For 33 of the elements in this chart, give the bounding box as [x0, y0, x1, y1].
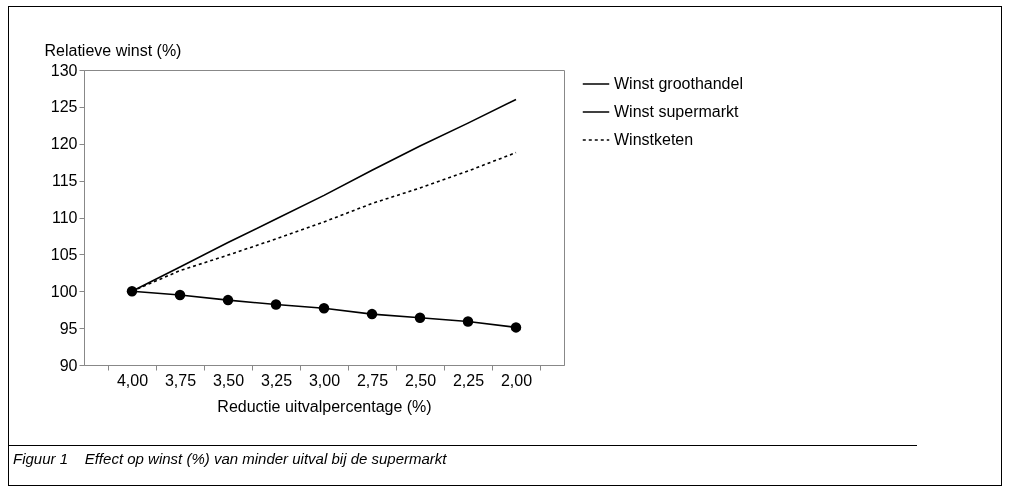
y-tick-label: 125	[50, 98, 78, 116]
y-tick-label: 120	[50, 135, 78, 153]
y-axis-title: Relatieve winst (%)	[44, 41, 182, 59]
y-tick-label: 100	[50, 282, 78, 300]
x-tick-label: 2,25	[452, 371, 485, 389]
point	[174, 289, 186, 301]
point	[318, 302, 330, 314]
y-tick-label: 110	[51, 209, 78, 226]
y-tick-label: 95	[59, 319, 78, 337]
legend-label: Winst supermarkt	[614, 103, 740, 120]
legend-label: Winst groothandel	[614, 75, 743, 92]
x-axis-title: Reductie uitvalpercentage (%)	[217, 397, 432, 415]
point	[222, 294, 234, 306]
text: Figuur 1 Effect op winst (%) van minder uitval bij de supermarkt	[9, 445, 917, 471]
x-tick-label: 3,50	[212, 371, 245, 389]
point	[126, 286, 138, 297]
x-tick-label: 3,25	[260, 371, 293, 389]
legend-label: Winstketen	[614, 131, 694, 148]
point	[510, 322, 522, 333]
y-tick-label: 90	[59, 356, 78, 374]
point	[414, 312, 426, 324]
point	[366, 308, 378, 320]
x-tick-label: 4,00	[116, 371, 149, 389]
x-tick-label: 3,75	[164, 371, 197, 389]
y-tick-label: 130	[50, 61, 78, 79]
point	[462, 316, 474, 327]
x-tick-label: 2,75	[356, 371, 389, 389]
y-tick-label: 115	[51, 172, 78, 190]
x-tick-label: 3,00	[308, 371, 341, 389]
y-tick-label: 105	[50, 245, 78, 263]
x-tick-label: 2,00	[500, 371, 533, 389]
point	[270, 299, 282, 310]
x-tick-label: 2,50	[404, 371, 437, 389]
